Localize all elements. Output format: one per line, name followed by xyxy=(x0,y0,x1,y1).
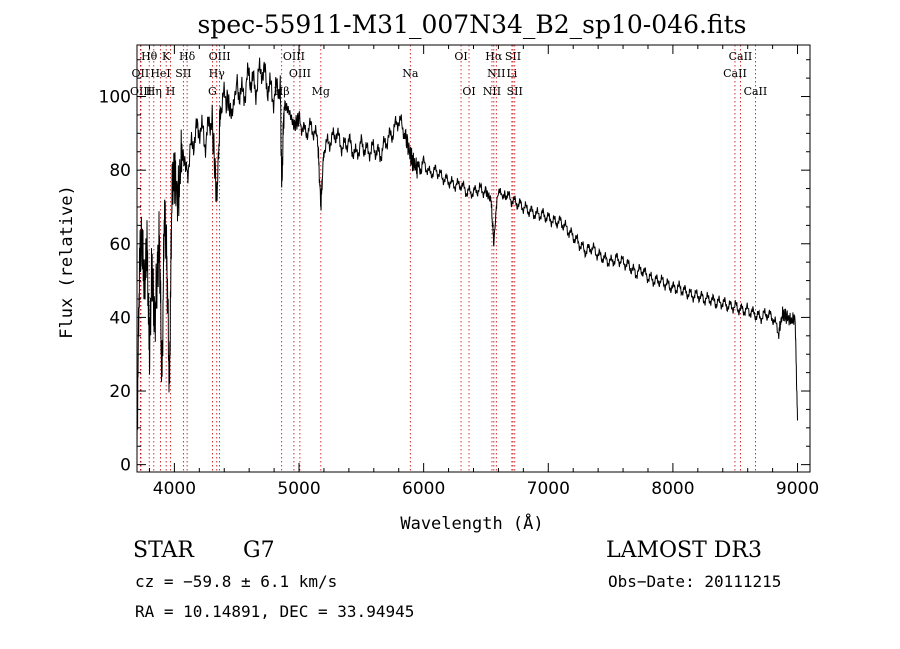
x-tick-label: 6000 xyxy=(402,479,445,499)
coordinates: RA = 10.14891, DEC = 33.94945 xyxy=(135,602,415,621)
spectral-line-label: OIII xyxy=(130,85,152,98)
x-tick-label: 7000 xyxy=(527,479,570,499)
y-tick-label: 80 xyxy=(109,161,131,181)
spectral-line-label: Li xyxy=(506,67,517,80)
plot-frame xyxy=(136,44,811,473)
y-tick-label: 0 xyxy=(120,456,131,476)
y-tick-label: 60 xyxy=(109,235,131,255)
spectral-line-label: Na xyxy=(402,67,419,80)
redshift-cz: cz = −59.8 ± 6.1 km/s xyxy=(135,572,338,591)
spectral-line-label: Hα xyxy=(485,50,503,63)
spectral-line-label: SII xyxy=(175,67,191,80)
spectral-line-label: H xyxy=(166,85,176,98)
spectral-line-label: OI xyxy=(462,85,475,98)
object-class: STAR xyxy=(133,538,194,563)
spectral-line-label: OII xyxy=(132,67,150,80)
spectral-line-label: Hη xyxy=(146,85,162,98)
spectral-line-label: OIII xyxy=(209,50,231,63)
spectral-line-label: HeI xyxy=(150,67,170,80)
flux-series-line xyxy=(136,57,798,454)
observation-date: Obs−Date: 20111215 xyxy=(608,572,782,591)
spectral-line-label: OIII xyxy=(289,67,311,80)
object-subclass: G7 xyxy=(243,538,275,563)
spectral-line-label: OI xyxy=(454,50,467,63)
chart-title: spec-55911-M31_007N34_B2_sp10-046.fits xyxy=(198,10,747,39)
spectral-line-label: NII xyxy=(487,67,505,80)
x-axis-label: Wavelength (Å) xyxy=(400,512,543,534)
x-tick-label: 4000 xyxy=(153,479,196,499)
spectral-line-label: NII xyxy=(483,85,501,98)
y-tick-label: 100 xyxy=(99,88,131,108)
spectral-line-label: CaII xyxy=(729,50,753,63)
spectral-line-label: CaII xyxy=(723,67,747,80)
spectral-line-label: SII xyxy=(505,50,521,63)
spectral-line-label: CaII xyxy=(744,85,768,98)
y-tick-label: 40 xyxy=(109,308,131,328)
spectral-line-label: Mg xyxy=(312,85,330,98)
x-tick-label: 9000 xyxy=(776,479,819,499)
survey-name: LAMOST DR3 xyxy=(606,538,762,563)
x-tick-label: 8000 xyxy=(651,479,694,499)
spectral-line-label: Hγ xyxy=(209,67,226,80)
y-tick-label: 20 xyxy=(109,382,131,402)
x-tick-label: 5000 xyxy=(277,479,320,499)
spectral-line-label: SII xyxy=(507,85,523,98)
spectral-line-label: OIII xyxy=(283,50,305,63)
spectral-line-label: Hθ xyxy=(141,50,158,63)
spectral-line-label: Hβ xyxy=(274,85,290,98)
series-layer xyxy=(136,57,798,454)
ticks-layer: 4000 5000 6000 7000 8000 9000 0 20 40 60 80 100 xyxy=(99,45,819,499)
spectral-line-label: G xyxy=(208,85,217,98)
y-axis-label: Flux (relative) xyxy=(57,185,77,339)
spectral-line-label: K xyxy=(162,50,171,63)
spectral-line-label: Hδ xyxy=(179,50,196,63)
